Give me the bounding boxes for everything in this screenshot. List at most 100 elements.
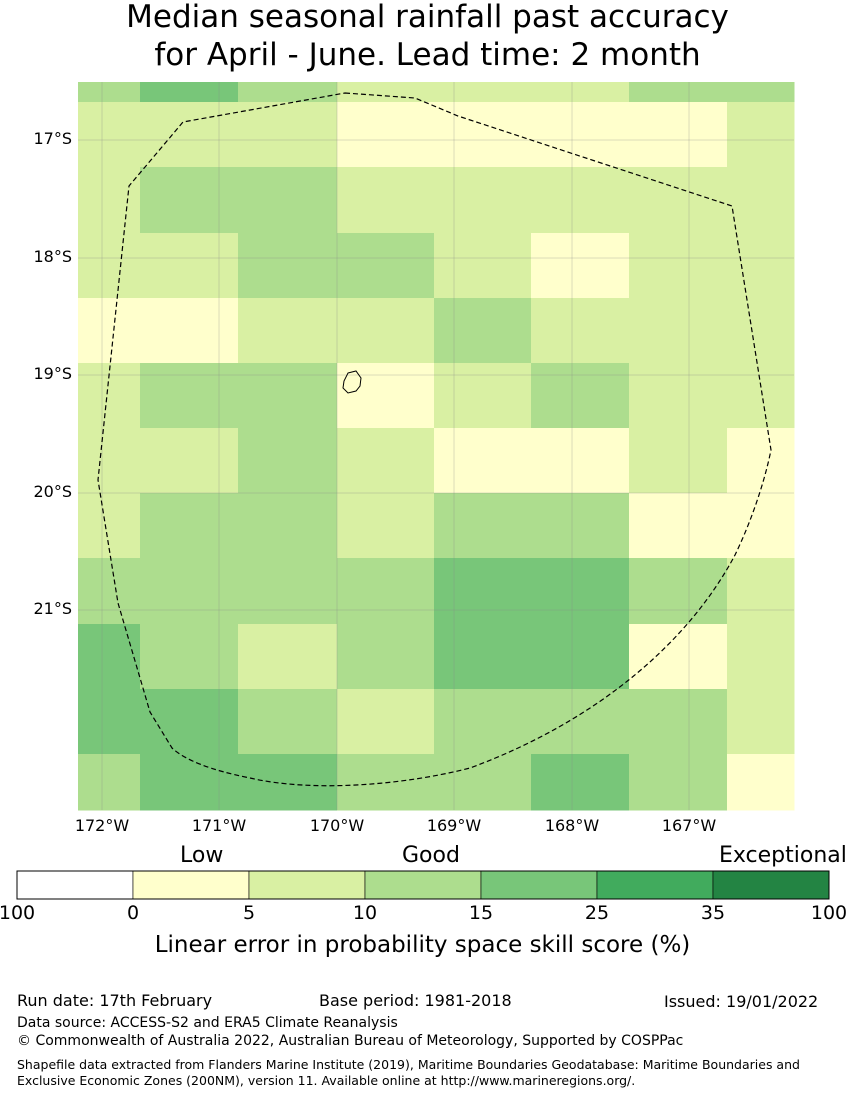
data-source: Data source: ACCESS-S2 and ERA5 Climate … [17, 1015, 398, 1031]
skill-cell [434, 493, 532, 559]
skill-cell [140, 689, 239, 755]
skill-cell [434, 167, 532, 234]
colorbar-segment [596, 870, 714, 900]
colorbar-tick: 10 [352, 902, 378, 924]
skill-cell [78, 493, 141, 559]
lat-label-17s: 17°S [33, 129, 72, 148]
colorbar-tick: 15 [468, 902, 494, 924]
skill-cell [434, 558, 532, 625]
skill-cell [337, 493, 435, 559]
skill-cell [78, 754, 141, 811]
skill-cell [337, 233, 435, 299]
colorbar-segment [364, 870, 482, 900]
skill-cell [434, 363, 532, 429]
skill-cell [78, 82, 141, 103]
skill-cell [238, 689, 338, 755]
skill-cell [531, 298, 630, 364]
skill-cell [140, 493, 239, 559]
skill-cell [434, 82, 532, 103]
lon-label-168w: 168°W [544, 816, 600, 835]
colorbar-tick: 0 [126, 902, 140, 924]
skill-cell [727, 298, 795, 364]
colorbar-tick: 5 [242, 902, 256, 924]
lat-label-18s: 18°S [33, 247, 72, 266]
lat-label-20s: 20°S [33, 482, 72, 501]
colorbar-tick: 25 [584, 902, 610, 924]
skill-cell [531, 428, 630, 494]
skill-cell [337, 363, 435, 429]
skill-cell [629, 82, 728, 103]
skill-cell [140, 754, 239, 811]
skill-cell [238, 754, 338, 811]
issued-date: Issued: 19/01/2022 [664, 992, 819, 1011]
skill-cell [78, 233, 141, 299]
skill-cell [238, 233, 338, 299]
skill-cell [434, 689, 532, 755]
skill-cell [78, 624, 141, 690]
skill-cell [727, 102, 795, 168]
skill-cell [238, 298, 338, 364]
island-outline [342, 370, 362, 394]
colorbar-category-low: Low [180, 843, 224, 868]
lat-label-21s: 21°S [33, 599, 72, 618]
skill-cell [337, 298, 435, 364]
skill-cell [727, 82, 795, 103]
colorbar-category-exceptional: Exceptional [719, 843, 847, 868]
skill-cell [78, 689, 141, 755]
skill-cell [727, 558, 795, 625]
skill-cell [140, 624, 239, 690]
copyright: © Commonwealth of Australia 2022, Austra… [17, 1033, 684, 1049]
skill-cell [434, 233, 532, 299]
skill-cell [531, 167, 630, 234]
skill-cell [727, 689, 795, 755]
skill-cell [337, 558, 435, 625]
skill-cell [140, 363, 239, 429]
eez-boundary [97, 92, 772, 787]
colorbar-category-good: Good [402, 843, 460, 868]
colorbar-tick: 35 [700, 902, 726, 924]
map-title-line-1: Median seasonal rainfall past accuracy [126, 0, 729, 35]
skill-cell [337, 689, 435, 755]
skill-cell [629, 233, 728, 299]
run-date: Run date: 17th February [17, 991, 213, 1010]
lat-label-19s: 19°S [33, 364, 72, 383]
skill-cell [78, 428, 141, 494]
skill-cell [629, 624, 728, 690]
skill-cell [140, 102, 239, 168]
skill-cell [238, 363, 338, 429]
skill-cell [531, 233, 630, 299]
skill-cell [78, 298, 141, 364]
skill-cell [727, 428, 795, 494]
colorbar-axis-label: Linear error in probability space skill … [154, 932, 691, 958]
skill-cell [434, 298, 532, 364]
skill-cell [629, 102, 728, 168]
skill-cell [238, 82, 338, 103]
colorbar-segment [16, 870, 134, 900]
skill-cell [337, 167, 435, 234]
lon-label-171w: 171°W [191, 816, 247, 835]
skill-cell [337, 624, 435, 690]
skill-cell [238, 624, 338, 690]
skill-cell [238, 493, 338, 559]
skill-cell [727, 363, 795, 429]
lon-label-167w: 167°W [661, 816, 717, 835]
skill-cell [531, 754, 630, 811]
colorbar-segment [132, 870, 250, 900]
colorbar-segment [712, 870, 830, 900]
lon-label-169w: 169°W [426, 816, 482, 835]
skill-cell [238, 558, 338, 625]
skill-cell [727, 493, 795, 559]
skill-cell [238, 167, 338, 234]
skill-cell [727, 754, 795, 811]
skill-cell [629, 363, 728, 429]
skill-cell [629, 428, 728, 494]
skill-cell [140, 167, 239, 234]
skill-cell [140, 298, 239, 364]
skill-cell [140, 428, 239, 494]
colorbar-segment [248, 870, 366, 900]
skill-cell [531, 102, 630, 168]
skill-cell [727, 167, 795, 234]
skill-grid [78, 82, 795, 811]
colorbar-segment [480, 870, 598, 900]
